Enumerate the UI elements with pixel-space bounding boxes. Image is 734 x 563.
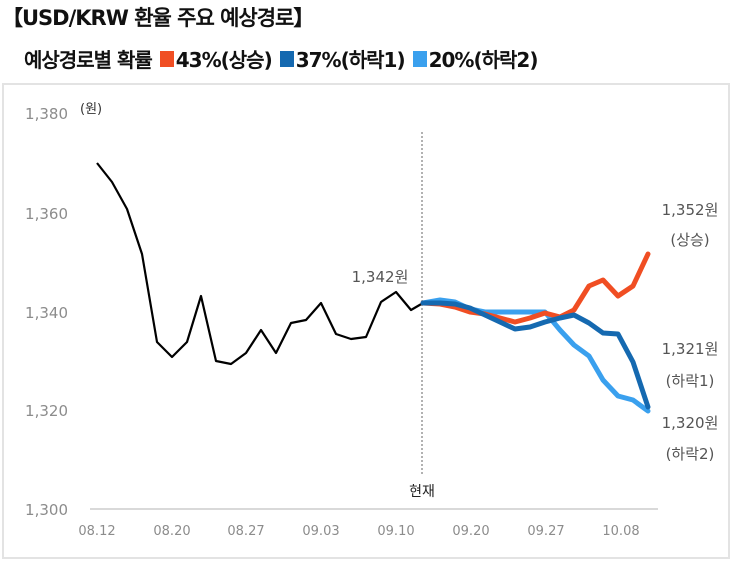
legend-label-up: 43%(상승) [175, 48, 273, 72]
y-tick-1300: 1,300 [25, 501, 68, 519]
series-up-line [420, 251, 651, 325]
legend-caption: 예상경로별 확률 [24, 48, 153, 72]
legend-item-up: 43%(상승) [159, 44, 273, 73]
legend-item-down2: 20%(하락2) [412, 44, 539, 73]
x-tick: 08.27 [227, 524, 264, 539]
annotation-down1-label: (하락1) [666, 372, 715, 390]
legend-label-down2: 20%(하락2) [428, 48, 539, 72]
y-tick-1380: 1,380 [25, 105, 68, 123]
series-down1-line [420, 300, 651, 410]
annotation-down2-value: 1,320원 [662, 414, 719, 432]
current-label: 현재 [409, 484, 435, 500]
annotation-current-value: 1,342원 [352, 268, 409, 286]
y-tick-1360: 1,360 [25, 205, 68, 223]
x-tick: 08.12 [78, 524, 115, 539]
legend-swatch-up-icon [159, 50, 174, 67]
y-tick-1340: 1,340 [25, 304, 68, 322]
x-tick: 09.27 [527, 524, 564, 539]
annotation-down2-label: (하락2) [666, 445, 715, 463]
x-tick: 09.03 [302, 524, 339, 539]
annotation-up-value: 1,352원 [662, 201, 719, 219]
annotation-up-label: (상승) [670, 231, 709, 249]
chart-legend: 예상경로별 확률 43%(상승) 37%(하락1) 20%(하락2) [24, 44, 539, 73]
legend-swatch-down1-icon [279, 50, 294, 67]
chart-title: 【USD/KRW 환율 주요 예상경로】 [2, 6, 314, 30]
x-tick: 10.08 [602, 524, 639, 539]
y-tick-1320: 1,320 [25, 402, 68, 420]
annotation-down1-value: 1,321원 [662, 340, 719, 358]
x-tick: 09.20 [452, 524, 489, 539]
legend-swatch-down2-icon [412, 50, 427, 67]
y-axis-unit: (원) [80, 102, 102, 117]
legend-label-down1: 37%(하락1) [295, 48, 406, 72]
x-tick: 09.10 [377, 524, 414, 539]
chart-frame [2, 83, 730, 559]
x-tick: 08.20 [153, 524, 190, 539]
series-actual-line [96, 162, 424, 366]
legend-item-down1: 37%(하락1) [279, 44, 406, 73]
